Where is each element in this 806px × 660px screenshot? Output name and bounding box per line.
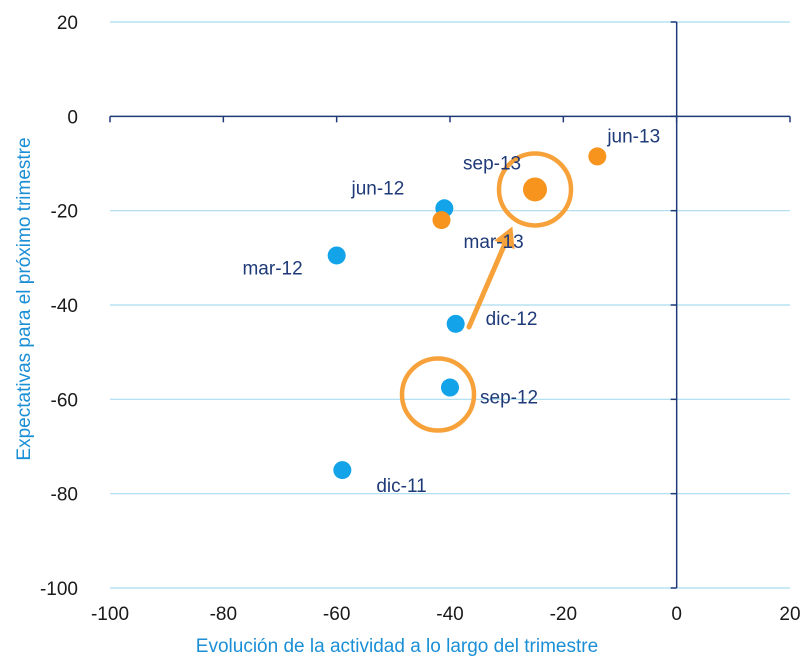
x-tick-label: -100 xyxy=(91,604,129,625)
y-tick-label: -40 xyxy=(51,296,78,317)
y-tick-label: -20 xyxy=(51,202,78,223)
annotations xyxy=(399,151,574,433)
x-tick-label: -80 xyxy=(210,604,237,625)
data-point-dic-12 xyxy=(446,314,465,333)
point-label-sep-12: sep-12 xyxy=(480,388,538,409)
x-tick-label: -20 xyxy=(550,604,577,625)
axes xyxy=(109,21,791,589)
y-tick-label: -100 xyxy=(40,579,78,600)
highlight-circle-sep-13 xyxy=(496,151,574,228)
point-labels: dic-11 mar-12 jun-12 sep-12 dic-12 mar-13 jun-… xyxy=(242,126,660,497)
point-label-dic-11: dic-11 xyxy=(376,476,426,497)
y-axis-title: Expectativas para el próximo trimestre xyxy=(14,137,35,460)
x-tick-label: -40 xyxy=(436,604,463,625)
y-tick-labels: 20 0 -20 -40 -60 -80 -100 xyxy=(40,13,78,600)
y-tick-label: -80 xyxy=(51,485,78,506)
highlight-circle-sep-12 xyxy=(399,356,477,433)
gridlines xyxy=(110,21,790,589)
data-point-dic-11 xyxy=(333,461,352,480)
trend-arrow-shaft xyxy=(466,229,513,330)
data-point-sep-12 xyxy=(441,378,459,397)
x-tick-labels: -100 -80 -60 -40 -20 0 20 xyxy=(91,604,801,625)
point-label-sep-13: sep-13 xyxy=(463,153,521,174)
data-point-jun-13 xyxy=(588,147,607,166)
data-point-mar-13 xyxy=(432,211,451,230)
y-tick-label: -60 xyxy=(51,390,78,411)
y-tick-label: 0 xyxy=(67,107,78,128)
data-point-mar-12 xyxy=(327,246,346,265)
point-label-jun-13: jun-13 xyxy=(606,126,660,147)
trend-arrow-head xyxy=(494,226,515,250)
data-point-sep-13 xyxy=(523,177,547,202)
x-tick-label: 0 xyxy=(671,604,682,625)
y-tick-label: 20 xyxy=(57,13,78,34)
point-label-mar-12: mar-12 xyxy=(242,258,302,279)
x-axis-title: Evolución de la actividad a lo largo del… xyxy=(196,636,598,657)
point-label-mar-13: mar-13 xyxy=(464,232,524,253)
point-label-jun-12: jun-12 xyxy=(351,178,405,199)
x-tick-label: -60 xyxy=(323,604,350,625)
point-label-dic-12: dic-12 xyxy=(486,309,538,330)
x-tick-label: 20 xyxy=(779,604,800,625)
data-points xyxy=(327,147,607,480)
